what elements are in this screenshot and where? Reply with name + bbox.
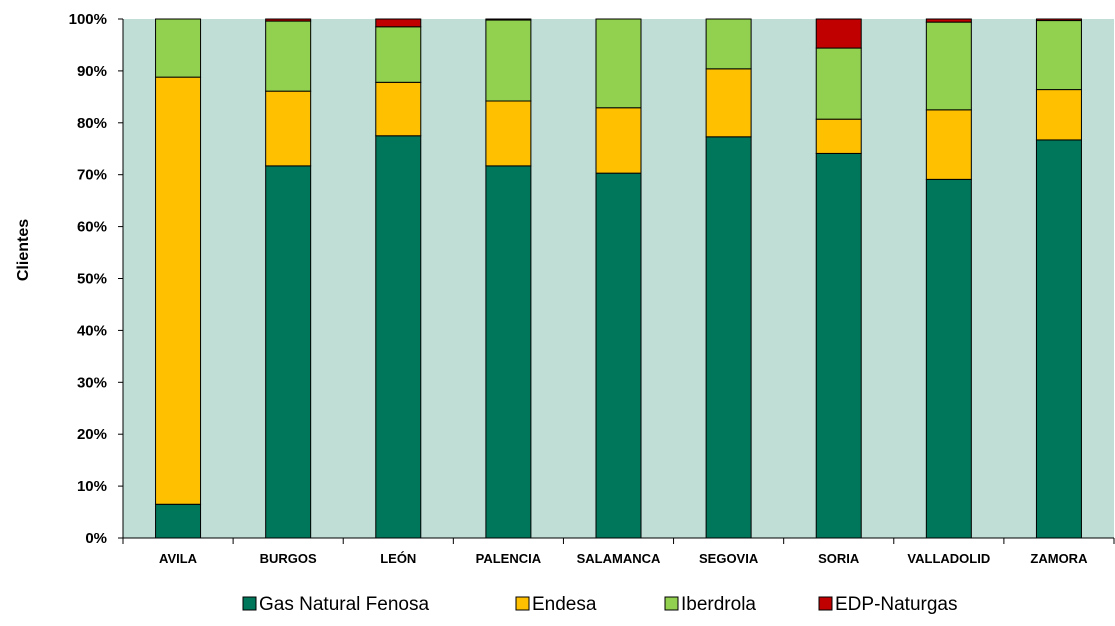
bar-segment (485, 19, 532, 102)
bar-segment (1035, 89, 1082, 141)
y-ticks-layer: 0% 10% 20% 30% 40% 50% 60% 70% 80% 90% 100% (69, 11, 123, 547)
y-tick-label: 0% (85, 530, 107, 547)
y-tick-label: 10% (77, 478, 107, 495)
x-tick-label: ZAMORA (1030, 551, 1088, 566)
bar-segment (815, 118, 862, 154)
x-tick-label: VALLADOLID (907, 551, 990, 566)
y-tick-label: 70% (77, 167, 107, 184)
y-tick-label: 20% (77, 426, 107, 443)
bar-segment (155, 76, 202, 505)
bar-segment (815, 152, 862, 539)
y-tick-label: 60% (77, 219, 107, 236)
legend: Gas Natural Fenosa Endesa Iberdrola EDP-Nat… (242, 594, 958, 615)
bar-segment (815, 18, 862, 49)
legend-swatch (818, 596, 833, 611)
bar-segment (705, 68, 752, 138)
legend-label: EDP-Naturgas (835, 594, 958, 615)
bar-segment (375, 26, 422, 83)
bar-segment (265, 18, 312, 22)
bar-segment (1035, 20, 1082, 91)
bar-segment (705, 18, 752, 70)
bar-segment (595, 107, 642, 174)
x-tick-label: SALAMANCA (577, 551, 661, 566)
bar-segment (265, 20, 312, 92)
x-tick-label: SORIA (818, 551, 860, 566)
bar-segment (485, 100, 532, 167)
bars-layer (155, 18, 1082, 539)
y-tick-label: 50% (77, 271, 107, 288)
bar-segment (925, 21, 972, 111)
legend-swatch (515, 596, 530, 611)
bar-segment (1035, 18, 1082, 22)
bar-segment (595, 18, 642, 109)
y-tick-label: 30% (77, 374, 107, 391)
x-ticks-layer: AVILA BURGOS LEÓN PALENCIA SALAMANCA SEGOVIA S… (122, 538, 1115, 566)
bar-segment (925, 178, 972, 539)
bar-segment (925, 18, 972, 23)
x-tick-label: AVILA (159, 551, 198, 566)
bar-segment (265, 165, 312, 539)
bar-segment (595, 172, 642, 539)
legend-swatch (664, 596, 679, 611)
bar-segment (375, 18, 422, 28)
bar-segment (155, 503, 202, 539)
bar-segment (155, 18, 202, 78)
y-axis-title: Clientes (15, 219, 32, 281)
bar-segment (375, 135, 422, 539)
bar-segment (925, 109, 972, 180)
bar-segment (815, 47, 862, 120)
x-tick-label: LEÓN (380, 551, 416, 566)
y-tick-label: 100% (69, 11, 107, 28)
x-tick-label: SEGOVIA (699, 551, 759, 566)
legend-label: Endesa (532, 594, 597, 615)
x-tick-label: PALENCIA (476, 551, 542, 566)
bar-segment (705, 136, 752, 539)
x-tick-label: BURGOS (260, 551, 317, 566)
bar-segment (485, 18, 532, 21)
bar-segment (485, 165, 532, 539)
bar-segment (375, 81, 422, 137)
y-tick-label: 40% (77, 322, 107, 339)
bar-segment (265, 90, 312, 167)
y-tick-label: 90% (77, 63, 107, 80)
legend-label: Iberdrola (681, 594, 756, 615)
y-tick-label: 80% (77, 115, 107, 132)
legend-label: Gas Natural Fenosa (259, 594, 429, 615)
legend-swatch (242, 596, 257, 611)
bar-segment (1035, 139, 1082, 539)
